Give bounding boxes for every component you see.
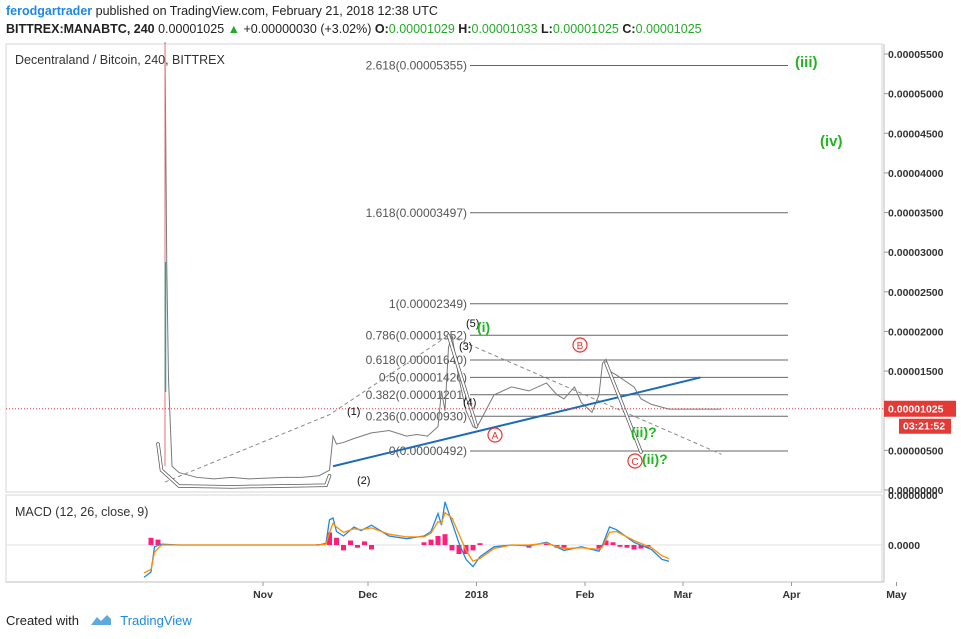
x-tick-label: Nov <box>253 589 273 601</box>
wave-label-ii-lower: (ii)? <box>642 451 668 467</box>
macd-histogram-bar <box>429 540 434 545</box>
macd-histogram-bar <box>369 545 374 550</box>
macd-histogram-bar <box>632 545 637 550</box>
y-tick-label: 0.00000500 <box>888 445 944 457</box>
abc-label-a: A <box>492 431 499 442</box>
tradingview-logo-icon <box>89 613 113 630</box>
tradingview-link[interactable]: TradingView <box>120 613 192 628</box>
countdown-label: 03:21:52 <box>903 421 945 433</box>
macd-histogram-bar <box>422 542 427 545</box>
macd-histogram-bar <box>625 545 630 548</box>
y-tick-label: 0.00005000 <box>888 89 944 101</box>
fib-level-label: 0.786(0.00001952) <box>366 328 467 342</box>
macd-y-tick-label: 0.0000000 <box>888 490 938 502</box>
y-tick-label: 0.00005500 <box>888 49 944 61</box>
fib-level-label: 1.618(0.00003497) <box>366 206 467 220</box>
macd-histogram-bar <box>450 545 455 550</box>
macd-histogram-bar <box>562 545 567 548</box>
abc-label-b: B <box>577 341 584 352</box>
macd-histogram-bar <box>443 534 448 545</box>
wave-label-i: (i) <box>477 319 490 335</box>
macd-title: MACD (12, 26, close, 9) <box>15 505 148 519</box>
y-tick-label: 0.00004000 <box>888 168 944 180</box>
x-tick-label: Dec <box>358 589 377 601</box>
macd-histogram-bar <box>362 541 367 545</box>
macd-histogram-bar <box>341 545 346 550</box>
macd-histogram-bar <box>149 538 154 545</box>
x-tick-label: May <box>886 589 907 601</box>
y-tick-label: 0.00002000 <box>888 326 944 338</box>
y-tick-label: 0.00002500 <box>888 287 944 299</box>
y-tick-label: 0.00004500 <box>888 128 944 140</box>
macd-histogram-bar <box>334 538 339 545</box>
macd-histogram-bar <box>618 545 623 547</box>
macd-histogram-bar <box>471 545 476 550</box>
fib-level-label: 1(0.00002349) <box>389 297 467 311</box>
x-tick-label: Apr <box>782 589 800 601</box>
fib-level-label: 0.618(0.00001640) <box>366 353 467 367</box>
macd-y-tick-label: 0.0000 <box>888 540 920 552</box>
fib-level-label: 0.382(0.00001201) <box>366 388 467 402</box>
y-tick-label: 0.00003500 <box>888 208 944 220</box>
macd-histogram-bar <box>348 541 353 546</box>
fib-level-label: 0(0.00000492) <box>389 444 467 458</box>
x-tick-label: 2018 <box>465 589 489 601</box>
y-tick-label: 0.00003000 <box>888 247 944 259</box>
wave-label-iv: (iv) <box>820 133 843 150</box>
wave-label-4: (4) <box>463 397 476 409</box>
footer: Created with TradingView <box>6 613 192 630</box>
wave-label-iii: (iii) <box>795 54 818 71</box>
macd-histogram-bar <box>611 542 616 545</box>
macd-histogram-bar <box>436 536 441 545</box>
wave-label-2: (2) <box>357 475 370 487</box>
chart-title: Decentraland / Bitcoin, 240, BITTREX <box>15 53 225 67</box>
wave-label-1: (1) <box>347 406 360 418</box>
price-pane <box>6 44 882 492</box>
abc-label-c: C <box>631 457 638 468</box>
wave-label-ii-upper: (ii)? <box>631 424 657 440</box>
macd-histogram-bar <box>478 543 483 545</box>
x-tick-label: Mar <box>674 589 693 601</box>
last-price-label: 0.00001025 <box>888 404 944 416</box>
fib-level-label: 2.618(0.00005355) <box>366 58 467 72</box>
x-tick-label: Feb <box>576 589 595 601</box>
y-tick-label: 0.00001500 <box>888 366 944 378</box>
fib-level-label: 0.236(0.00000930) <box>366 409 467 423</box>
wave-label-3: (3) <box>459 341 472 353</box>
created-with-text: Created with <box>6 613 79 628</box>
macd-histogram-bar <box>355 545 360 548</box>
